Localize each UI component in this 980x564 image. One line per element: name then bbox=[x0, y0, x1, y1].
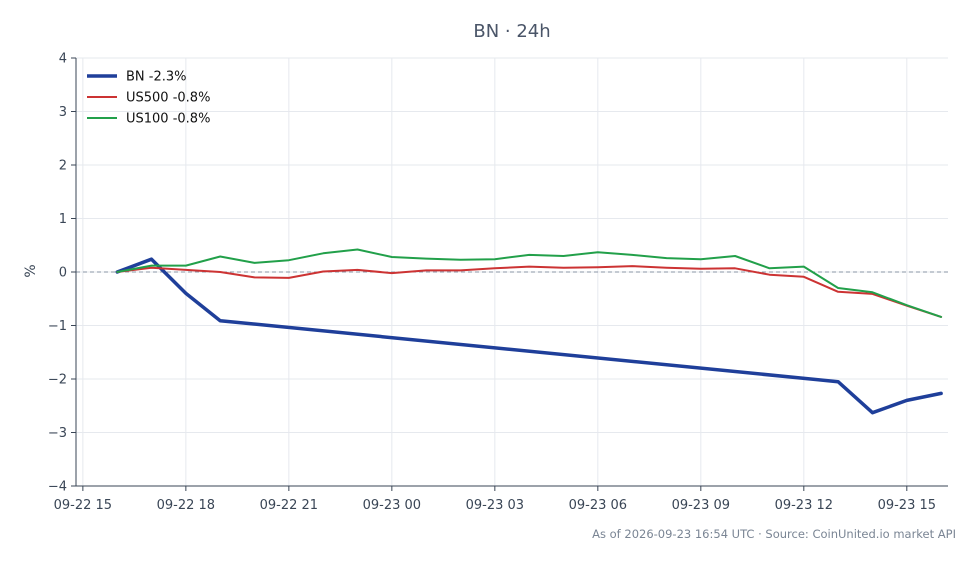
legend-label-1: US500 -0.8% bbox=[126, 91, 210, 106]
y-tick-label: 1 bbox=[59, 212, 67, 227]
y-axis-ticks: −4 −3 −2 −1 0 1 2 3 4 bbox=[48, 52, 76, 495]
x-tick-label: 09-22 18 bbox=[157, 498, 215, 513]
series-line-1 bbox=[116, 265, 943, 318]
x-tick-label: 09-23 06 bbox=[569, 498, 627, 513]
chart-title: BN · 24h bbox=[473, 21, 550, 42]
y-tick-label: −1 bbox=[48, 319, 67, 334]
x-tick-label: 09-23 00 bbox=[363, 498, 421, 513]
x-tick-label: 09-23 09 bbox=[672, 498, 730, 513]
x-tick-label: 09-22 15 bbox=[54, 498, 112, 513]
x-tick-label: 09-23 12 bbox=[775, 498, 833, 513]
y-tick-label: −2 bbox=[48, 373, 67, 388]
legend: BN -2.3% US500 -0.8% US100 -0.8% bbox=[87, 70, 210, 127]
series-lines bbox=[115, 248, 943, 415]
y-tick-label: −4 bbox=[48, 480, 67, 495]
x-axis-ticks: 09-22 15 09-22 18 09-22 21 09-23 00 09-23 03… bbox=[54, 486, 936, 513]
y-axis-label: % bbox=[23, 264, 39, 277]
series-line-2 bbox=[116, 248, 943, 318]
footer-source-note: As of 2026-09-23 16:54 UTC · Source: Coi… bbox=[592, 527, 956, 541]
y-tick-label: 0 bbox=[59, 266, 67, 281]
x-tick-label: 09-23 15 bbox=[878, 498, 936, 513]
y-tick-label: −3 bbox=[48, 426, 67, 441]
legend-label-2: US100 -0.8% bbox=[126, 112, 210, 127]
y-tick-label: 4 bbox=[59, 52, 67, 67]
x-tick-label: 09-23 03 bbox=[466, 498, 524, 513]
x-tick-label: 09-22 21 bbox=[260, 498, 318, 513]
legend-label-0: BN -2.3% bbox=[126, 70, 187, 85]
y-tick-label: 3 bbox=[59, 105, 67, 120]
y-tick-label: 2 bbox=[59, 159, 67, 174]
